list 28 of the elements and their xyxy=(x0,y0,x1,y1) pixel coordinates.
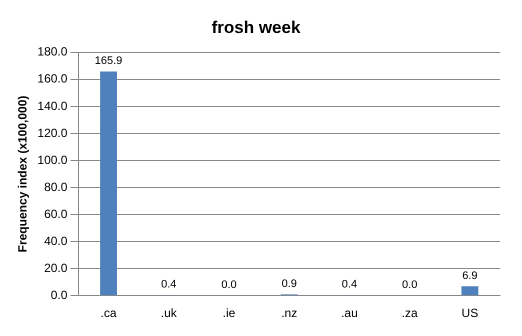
y-tick-label: 0.0 xyxy=(50,288,68,302)
x-tick-label: .uk xyxy=(160,306,178,320)
y-axis-title: Frequency index (x100,000) xyxy=(16,96,30,252)
y-tick-label: 60.0 xyxy=(44,206,68,221)
data-label: 6.9 xyxy=(462,270,478,282)
data-label: 0.9 xyxy=(282,278,297,290)
chart-title: frosh week xyxy=(212,18,301,37)
data-label: 0.0 xyxy=(221,279,237,292)
data-label: 0.4 xyxy=(161,278,176,291)
y-tick-label: 120.0 xyxy=(37,126,68,140)
y-tick-label: 20.0 xyxy=(44,260,68,275)
x-tick-label: .nz xyxy=(281,306,298,320)
data-label: 0.0 xyxy=(402,279,418,292)
x-tick-label: .au xyxy=(341,306,358,320)
y-tick-label: 40.0 xyxy=(44,234,68,248)
y-tick-label: 100.0 xyxy=(37,152,68,167)
data-label: 165.9 xyxy=(94,54,122,67)
y-tick-label: 180.0 xyxy=(37,44,68,59)
y-tick-label: 160.0 xyxy=(37,72,68,86)
x-tick-label: .ca xyxy=(100,306,117,320)
data-label: 0.4 xyxy=(342,278,358,291)
y-tick-label: 140.0 xyxy=(37,98,68,113)
bar xyxy=(100,71,117,296)
bar xyxy=(461,286,478,296)
x-tick-label: .za xyxy=(402,306,418,320)
x-tick-label: .ie xyxy=(222,306,236,320)
x-tick-label: US xyxy=(462,306,478,320)
y-tick-label: 80.0 xyxy=(44,180,68,194)
